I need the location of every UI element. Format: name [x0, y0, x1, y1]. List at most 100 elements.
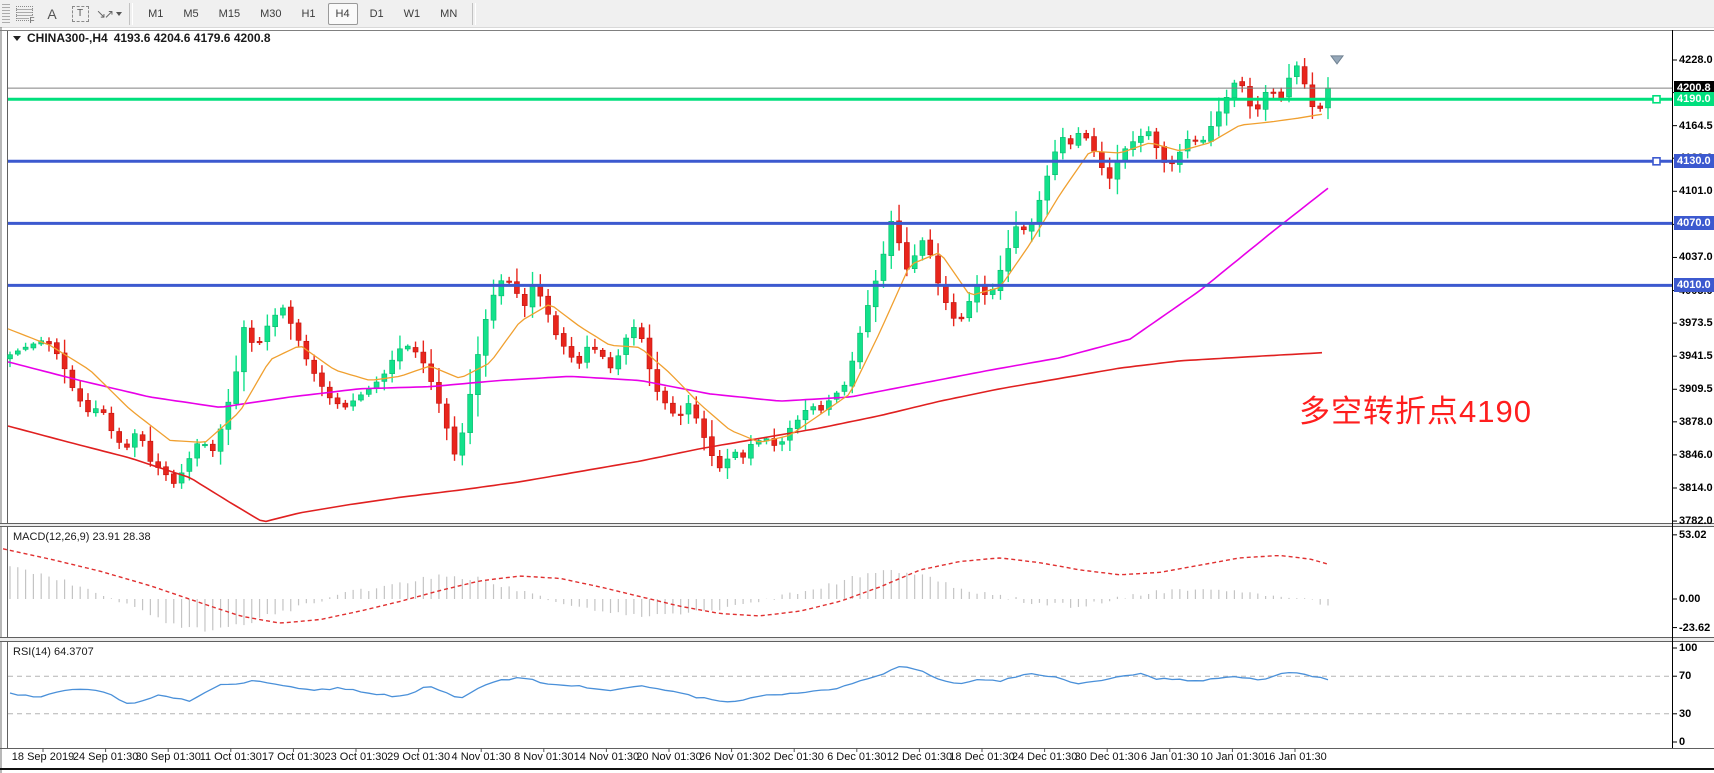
candle-body	[1005, 248, 1012, 272]
chart-text-annotation[interactable]: 多空转折点4190	[1299, 394, 1532, 429]
candle-body	[178, 472, 185, 484]
time-tick-label: 14 Nov 01:30	[573, 751, 640, 763]
time-tick-label: 10 Jan 01:30	[1200, 751, 1265, 763]
candle-body	[521, 294, 528, 306]
collapse-caret-icon[interactable]	[13, 35, 21, 41]
candle-body	[170, 473, 177, 484]
timeframe-button-m30[interactable]: M30	[260, 7, 282, 20]
fibonacci-tool-button[interactable]: F	[11, 2, 37, 26]
candle-body	[654, 369, 661, 392]
candle-body	[436, 382, 442, 404]
candle-body	[1091, 136, 1097, 152]
arrows-icon: ↘↗	[96, 6, 114, 21]
candle-body	[1177, 151, 1183, 165]
candle-body	[124, 443, 130, 448]
timeframe-button-m1[interactable]: M1	[148, 7, 164, 20]
candle-body	[1200, 139, 1207, 143]
price-tick-label: 3782.0	[1679, 515, 1713, 528]
candle-body	[1184, 139, 1191, 152]
candle-body	[30, 343, 37, 349]
text-icon: A	[47, 5, 57, 22]
time-tick-label: 20 Nov 01:30	[636, 751, 702, 763]
timeframe-button-m5[interactable]: M5	[183, 7, 199, 20]
candle-body	[1060, 137, 1066, 154]
candle-body	[935, 255, 941, 284]
candle-body	[553, 315, 559, 336]
macd-tick-label: -23.62	[1679, 621, 1711, 634]
time-tick-label: 12 Dec 01:30	[886, 751, 953, 763]
candle-body	[1153, 131, 1160, 149]
candle-body	[724, 458, 731, 469]
candle-body	[482, 318, 489, 356]
price-badge: 4070.0	[1674, 216, 1714, 231]
candle-body	[404, 345, 411, 350]
candle-body	[1286, 77, 1292, 98]
candle-body	[350, 400, 356, 407]
timeframe-button-m15[interactable]: M15	[218, 7, 241, 20]
candle-body	[685, 403, 692, 415]
candle-body	[365, 388, 372, 395]
chart-title: CHINA300-,H4 4193.6 4204.6 4179.6 4200.8	[13, 31, 271, 45]
candle-body	[217, 428, 224, 452]
candle-body	[958, 316, 965, 320]
candle-body	[748, 444, 754, 459]
time-tick-label: 24 Dec 01:30	[1011, 751, 1078, 763]
timeframe-button-w1[interactable]: W1	[403, 7, 421, 20]
candle-body	[264, 325, 271, 342]
candle-body	[280, 307, 286, 316]
time-tick-label: 17 Oct 01:30	[261, 751, 325, 763]
rsi-tick-label: 100	[1679, 642, 1698, 654]
candle-body	[131, 433, 138, 448]
candle-body	[287, 306, 294, 324]
candle-body	[22, 346, 29, 350]
candle-body	[451, 426, 458, 455]
time-tick-label: 16 Jan 01:30	[1263, 751, 1327, 763]
timeframe-button-group: M1 M5 M15 M30 H1 H4 D1 W1 MN	[138, 2, 467, 25]
timeframe-button-h1[interactable]: H1	[301, 7, 316, 20]
candle-body	[599, 349, 606, 357]
price-tick-label: 3814.0	[1679, 481, 1713, 494]
candle-body	[732, 451, 739, 458]
candle-body	[568, 346, 575, 358]
price-tick-label: 4164.5	[1679, 119, 1713, 132]
candle-body	[615, 355, 622, 370]
candle-body	[670, 402, 676, 414]
candle-body	[467, 393, 473, 433]
candle-body	[319, 372, 325, 387]
price-tick-label: 3846.0	[1679, 448, 1713, 461]
candle-body	[849, 360, 856, 387]
ma-mid-line	[7, 187, 1329, 408]
candle-body	[194, 443, 200, 459]
candle-body	[693, 404, 700, 419]
time-tick-label: 2 Dec 01:30	[764, 751, 824, 763]
time-tick-label: 6 Dec 01:30	[827, 751, 887, 763]
candle-body	[1138, 135, 1144, 143]
candle-body	[1223, 97, 1230, 114]
candle-body	[85, 400, 91, 413]
timeframe-button-h4[interactable]: H4	[327, 2, 358, 25]
timeframe-button-mn[interactable]: MN	[440, 7, 458, 20]
toolbar-separator	[129, 2, 134, 25]
candle-body	[779, 441, 785, 445]
toolbar-gripper[interactable]	[2, 3, 10, 24]
candle-body	[1130, 141, 1136, 150]
candle-body	[888, 221, 895, 256]
candle-body	[927, 239, 934, 256]
candle-body	[1301, 66, 1308, 85]
price-tick-label: 3878.0	[1679, 415, 1713, 428]
candle-body	[1262, 91, 1269, 110]
time-tick-label: 4 Nov 01:30	[451, 751, 511, 763]
ma-fast-line	[7, 113, 1323, 443]
candle-body	[662, 390, 668, 404]
text-tool-button[interactable]: A	[39, 2, 65, 26]
candle-body	[1021, 226, 1027, 231]
price-tick-label: 4037.0	[1679, 251, 1713, 264]
arrows-tool-button[interactable]: ↘↗	[95, 2, 123, 26]
time-tick-label: 11 Oct 01:30	[199, 751, 262, 763]
ma-slow-line	[7, 351, 1323, 523]
rsi-tick-label: 0	[1679, 736, 1686, 748]
timeframe-button-d1[interactable]: D1	[369, 7, 384, 20]
text-label-tool-button[interactable]: T	[67, 2, 93, 26]
candle-body	[1106, 167, 1113, 179]
